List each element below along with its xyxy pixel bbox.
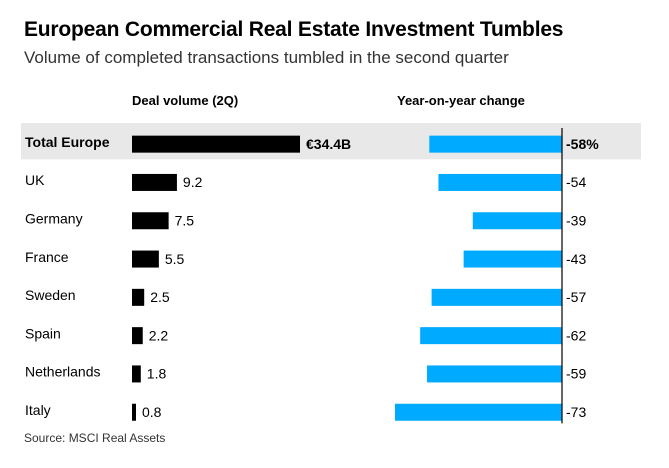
change-value-label-total-europe: -58% (566, 136, 599, 152)
volume-value-label-germany: 7.5 (175, 212, 195, 228)
change-bar-netherlands (427, 365, 562, 383)
volume-value-label-france: 5.5 (165, 251, 185, 267)
category-label-uk: UK (25, 172, 45, 188)
volume-bar-sweden (132, 288, 145, 306)
change-value-label-uk: -54 (566, 174, 586, 190)
volume-value-label-spain: 2.2 (149, 327, 169, 343)
change-value-label-france: -43 (566, 251, 586, 267)
source-note: Source: MSCI Real Assets (24, 431, 166, 445)
change-bar-uk (438, 173, 562, 191)
category-label-total-europe: Total Europe (25, 134, 110, 150)
volume-column-header: Deal volume (2Q) (132, 93, 239, 108)
change-value-label-sweden: -57 (566, 289, 586, 305)
chart-title: European Commercial Real Estate Investme… (24, 18, 564, 41)
chart-subtitle: Volume of completed transactions tumbled… (24, 48, 509, 67)
volume-value-label-netherlands: 1.8 (147, 366, 167, 382)
volume-bar-uk (132, 173, 177, 191)
change-column-header: Year-on-year change (397, 93, 525, 108)
change-value-label-spain: -62 (566, 327, 586, 343)
volume-bar-netherlands (132, 365, 141, 383)
change-bar-sweden (431, 288, 562, 306)
change-bar-germany (472, 212, 562, 230)
volume-bar-spain (132, 327, 143, 345)
category-label-netherlands: Netherlands (25, 364, 101, 380)
volume-bar-total-europe (132, 135, 300, 153)
volume-value-label-italy: 0.8 (142, 404, 162, 420)
volume-value-label-total-europe: €34.4B (306, 136, 351, 152)
category-label-germany: Germany (25, 210, 83, 226)
volume-value-label-uk: 9.2 (183, 174, 203, 190)
change-value-label-netherlands: -59 (566, 366, 586, 382)
volume-bar-france (132, 250, 159, 268)
volume-bar-germany (132, 212, 169, 230)
category-label-sweden: Sweden (25, 287, 76, 303)
category-label-italy: Italy (25, 402, 51, 418)
change-value-label-italy: -73 (566, 404, 586, 420)
change-bar-total-europe (429, 135, 562, 153)
change-bar-italy (395, 403, 562, 421)
change-bar-spain (420, 327, 562, 345)
change-value-label-germany: -39 (566, 212, 586, 228)
volume-bar-italy (132, 403, 136, 421)
volume-value-label-sweden: 2.5 (150, 289, 170, 305)
change-bar-france (463, 250, 562, 268)
category-label-spain: Spain (25, 325, 61, 341)
category-label-france: France (25, 249, 69, 265)
